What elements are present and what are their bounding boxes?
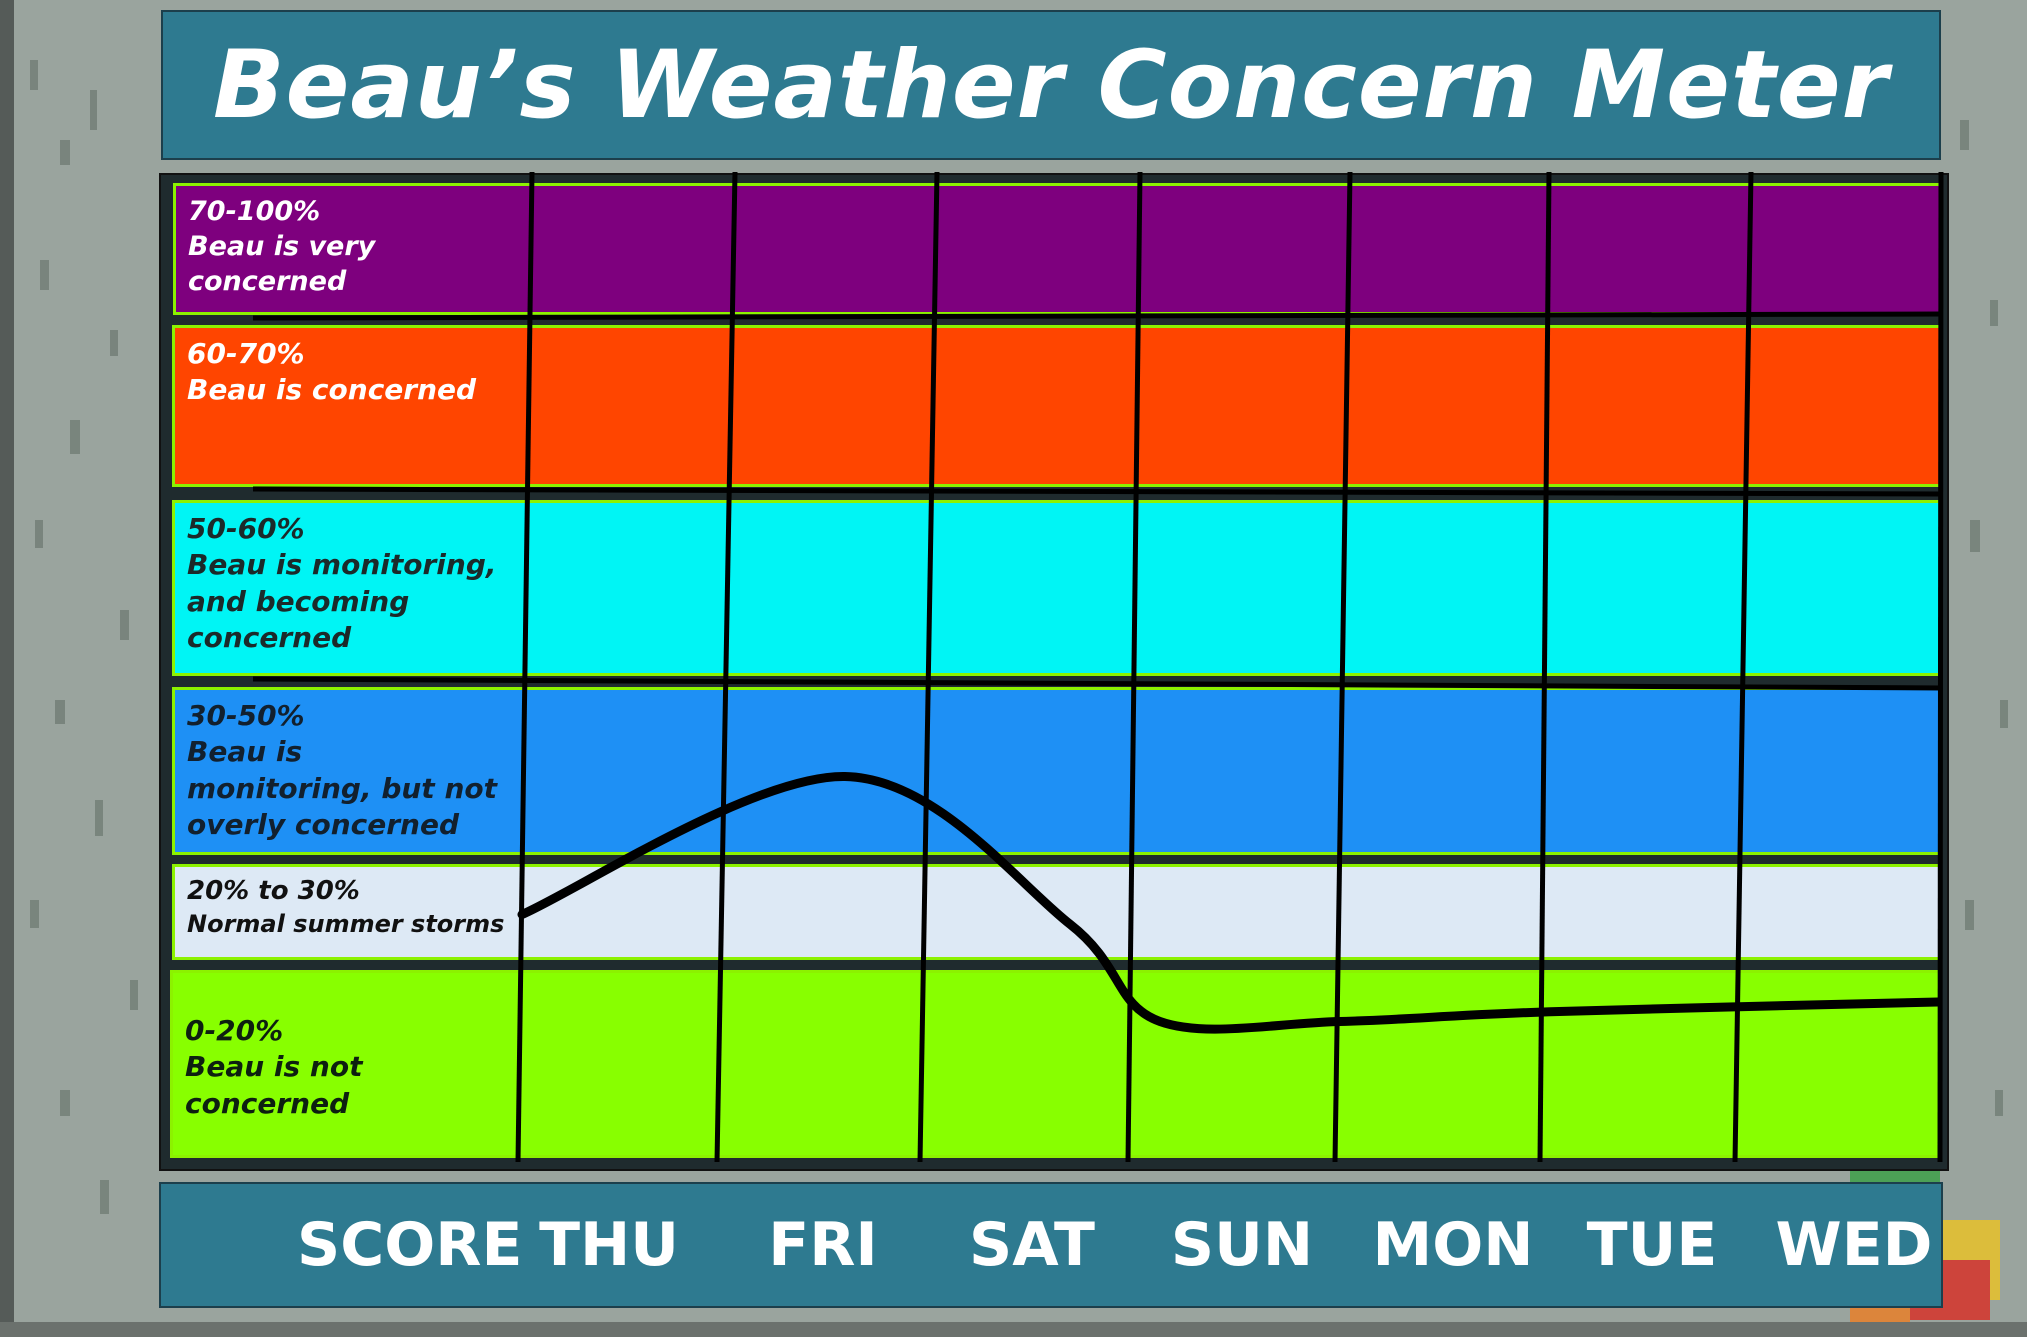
band-3: 30-50% Beau is monitoring, but not overly… <box>172 687 1942 855</box>
title-banner: Beau’s Weather Concern Meter <box>161 10 1941 160</box>
band-range: 0-20% <box>185 1014 284 1047</box>
band-label-0: 70-100% Beau is very concerned <box>188 194 375 299</box>
band-label-4: 20% to 30% Normal summer storms <box>187 875 504 940</box>
day-label-thu: THU <box>539 1210 679 1280</box>
band-5: 0-20% Beau is not concerned <box>170 970 1942 1158</box>
band-label-5: 0-20% Beau is not concerned <box>185 1013 362 1122</box>
day-label-sun: SUN <box>1170 1210 1314 1280</box>
day-label-fri: FRI <box>768 1210 878 1280</box>
band-range: 20% to 30% <box>187 876 360 906</box>
band-description: Beau is not concerned <box>185 1050 363 1120</box>
x-axis-banner: SCORE THU FRI SAT SUN MON TUE WED <box>159 1182 1943 1308</box>
band-0: 70-100% Beau is very concerned <box>173 183 1942 315</box>
band-description: Normal summer storms <box>187 909 505 938</box>
band-range: 30-50% <box>187 699 305 732</box>
band-1: 60-70% Beau is concerned <box>172 325 1942 487</box>
band-description: Beau is monitoring, and becoming concern… <box>187 548 497 655</box>
band-description: Beau is monitoring, but not overly conce… <box>187 735 497 842</box>
band-range: 60-70% <box>187 337 305 370</box>
day-label-mon: MON <box>1372 1210 1534 1280</box>
chart-title: Beau’s Weather Concern Meter <box>213 30 1889 140</box>
band-4: 20% to 30% Normal summer storms <box>172 864 1942 960</box>
band-description: Beau is concerned <box>187 373 477 407</box>
x-axis-header-score: SCORE <box>297 1210 523 1280</box>
band-label-3: 30-50% Beau is monitoring, but not overly… <box>187 698 497 844</box>
day-label-tue: TUE <box>1586 1210 1718 1280</box>
day-label-sat: SAT <box>969 1210 1095 1280</box>
band-range: 50-60% <box>187 512 305 545</box>
band-2: 50-60% Beau is monitoring, and becoming c… <box>172 500 1942 676</box>
band-description: Beau is very concerned <box>188 231 376 298</box>
band-range: 70-100% <box>188 196 321 227</box>
band-label-2: 50-60% Beau is monitoring, and becoming c… <box>187 511 497 657</box>
day-label-wed: WED <box>1775 1210 1933 1280</box>
band-label-1: 60-70% Beau is concerned <box>187 336 476 409</box>
